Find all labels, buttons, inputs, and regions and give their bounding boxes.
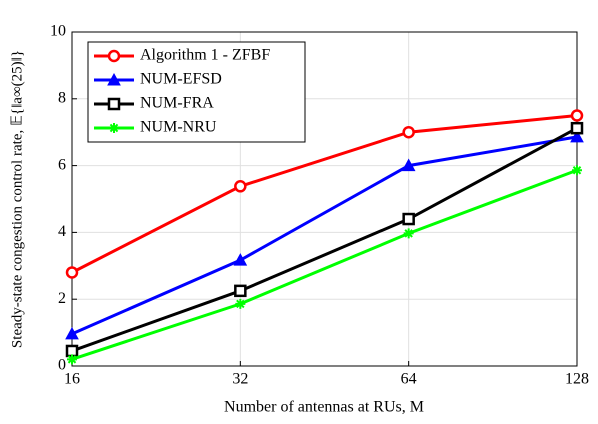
y-tick-label: 10 — [50, 23, 66, 40]
x-tick-label: 16 — [64, 371, 80, 388]
marker — [67, 354, 77, 365]
x-tick-label: 128 — [565, 371, 589, 388]
marker — [402, 212, 415, 226]
legend-marker — [107, 72, 121, 86]
x-axis-label: Number of antennas at RUs, M — [224, 399, 424, 416]
plot-frame — [71, 31, 578, 367]
legend-marker — [107, 49, 121, 63]
marker — [570, 121, 584, 135]
series-line — [71, 135, 578, 336]
legend: Algorithm 1 - ZFBF NUM-EFSD NUM-FRA NUM-NRU — [87, 41, 306, 143]
y-tick-label: 4 — [58, 223, 66, 240]
legend-label: NUM-EFSD — [140, 71, 222, 88]
y-tick-label: 2 — [58, 290, 66, 307]
marker — [401, 158, 416, 172]
x-tick-label: 32 — [232, 371, 248, 388]
marker — [235, 298, 246, 309]
series-line — [71, 168, 578, 361]
legend-marker — [109, 123, 119, 133]
marker — [65, 266, 79, 279]
marker — [234, 284, 247, 298]
legend-label: NUM-NRU — [140, 119, 217, 136]
legend-label: Algorithm 1 - ZFBF — [140, 47, 270, 64]
series-line — [71, 126, 578, 353]
marker — [234, 180, 247, 193]
marker — [570, 109, 584, 122]
y-axis-label: Steady-state congestion control rate, 𝔼{… — [9, 50, 25, 348]
marker — [572, 165, 582, 176]
y-tick-label: 0 — [58, 357, 66, 374]
marker — [233, 253, 248, 266]
marker — [570, 129, 584, 143]
legend-box — [87, 41, 306, 143]
x-tick-label: 64 — [401, 371, 417, 388]
marker — [402, 125, 415, 139]
legend-marker — [107, 97, 121, 111]
y-tick-label: 6 — [58, 156, 66, 173]
legend-label: NUM-FRA — [140, 95, 214, 112]
marker — [65, 326, 79, 340]
series-line — [71, 114, 578, 274]
marker — [403, 228, 414, 239]
y-tick-label: 8 — [58, 89, 66, 106]
